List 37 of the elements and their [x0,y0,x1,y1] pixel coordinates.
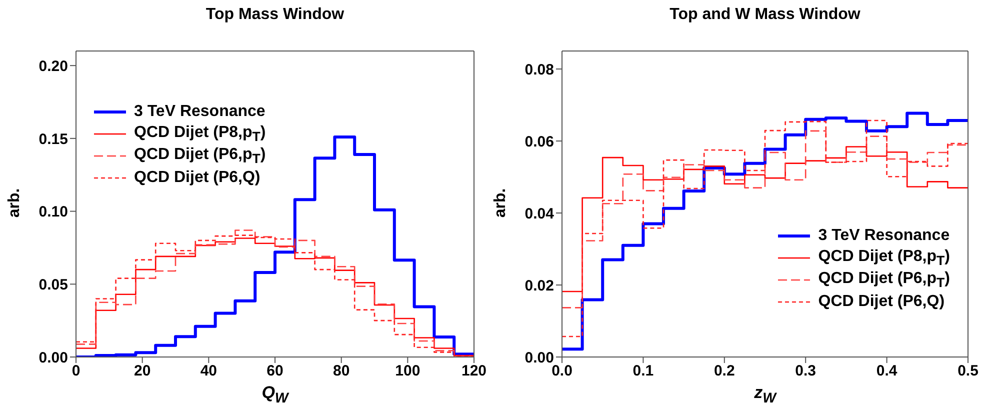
x-tick-label: 60 [266,362,284,380]
x-tick-label: 120 [461,362,487,380]
y-tick-label: 0.02 [524,277,554,294]
x-tick-label: 0.1 [632,362,654,380]
legend-label: QCD Dijet (P6,p$_{T}$) [818,270,950,290]
x-tick-label: 0.5 [958,362,978,380]
legend-label: QCD Dijet (P6,Q) [134,169,260,187]
chart-title: Top and W Mass Window [668,6,862,24]
x-tick-label: 0.0 [552,362,572,380]
x-tick-label: 0.3 [795,362,816,380]
x-tick-label: 0.2 [714,362,735,380]
x-tick-label: 40 [200,362,218,380]
x-tick-label: 0 [72,362,80,380]
y-tick-label: 0.00 [524,349,554,366]
x-tick-label: 0.4 [876,362,898,380]
y-tick-label: 0.05 [38,276,68,294]
legend-label: 3 TeV Resonance [134,103,266,121]
y-tick-label: 0.04 [524,205,555,222]
legend-label: QCD Dijet (P6,p$_{T}$) [134,146,266,166]
y-tick-label: 0.08 [524,61,554,78]
x-tick-label: 100 [395,362,420,380]
y-tick-label: 0.20 [38,58,68,75]
legend-label: QCD Dijet (P8,p$_{T}$) [818,248,950,268]
legend-label: QCD Dijet (P6,Q) [818,293,945,311]
x-axis-title: z$_{W}$ [753,383,778,406]
y-axis-title: arb. [491,188,510,218]
y-tick-label: 0.00 [38,349,68,366]
legend-label: QCD Dijet (P8,p$_{T}$) [134,124,266,144]
x-axis-title: Q$_{W}$ [260,383,290,406]
y-tick-label: 0.10 [38,204,68,221]
x-tick-label: 80 [332,362,350,380]
y-axis-title: arb. [5,188,24,218]
y-tick-label: 0.06 [524,133,554,150]
x-tick-label: 20 [134,362,151,380]
y-tick-label: 0.15 [38,130,68,148]
chart-title: Top Mass Window [204,6,346,24]
legend-label: 3 TeV Resonance [818,227,950,245]
